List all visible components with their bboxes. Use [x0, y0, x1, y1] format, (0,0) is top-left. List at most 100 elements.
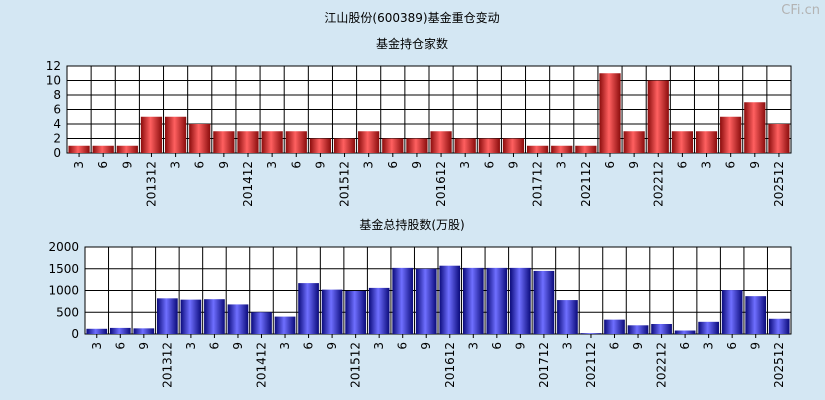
chart2-x-tick-label: 6	[490, 342, 504, 350]
chart2-x-tick-label: 9	[513, 342, 527, 350]
chart2-bar	[109, 327, 131, 334]
chart1-x-tick-label: 6	[724, 161, 738, 169]
chart2-bar	[251, 312, 272, 334]
chart1-x-tick-label: 3	[700, 161, 714, 169]
chart2-x-tick-label: 6	[207, 342, 221, 350]
chart2-x-tick-label: 3	[702, 342, 716, 350]
chart1-bar	[599, 73, 621, 153]
chart2-x-tick-label: 201412	[255, 342, 269, 388]
chart2-bar	[321, 289, 343, 334]
chart2-x-tick-label: 9	[419, 342, 433, 350]
chart1-y-tick-label: 8	[53, 88, 61, 102]
chart1-x-tick-label: 9	[748, 161, 762, 169]
chart1-bar	[575, 145, 597, 153]
chart1-x-tick-label: 6	[96, 161, 110, 169]
chart2-bar	[415, 268, 437, 334]
chart1-title: 基金持仓家数	[376, 36, 448, 51]
chart2-x-tick-label: 3	[372, 342, 386, 350]
chart1-x-tick-label: 201612	[434, 161, 448, 207]
chart2-x-tick-label: 3	[466, 342, 480, 350]
chart2-x-tick-label: 3	[560, 342, 574, 350]
chart2-x-tick-label: 202112	[584, 342, 598, 388]
chart2-x-tick-label: 201712	[537, 342, 551, 388]
chart1-bar	[647, 80, 669, 153]
chart2-bar	[721, 290, 743, 334]
chart2-bar	[133, 328, 155, 334]
chart2: 0 500 1000 1500 2000 3 6 9 201312 3 6 9 201412 3 6 9 201…	[48, 240, 792, 388]
chart1-x-tick-label: 6	[386, 161, 400, 169]
chart2-bar	[345, 290, 366, 334]
chart1-x-tick-label: 3	[362, 161, 376, 169]
chart1-x-tick-label: 201412	[241, 161, 255, 207]
chart2-x-tick-label: 6	[113, 342, 127, 350]
chart1-x-tick-label: 6	[193, 161, 207, 169]
chart1-bar	[406, 138, 428, 153]
chart1-x-tick-label: 9	[120, 161, 134, 169]
chart1-bar	[285, 131, 307, 153]
chart2-bar	[510, 267, 531, 334]
chart2-x-tick-label: 6	[608, 342, 622, 350]
chart2-x-tick-label: 6	[302, 342, 316, 350]
chart1-x-tick-label: 3	[265, 161, 279, 169]
chart2-x-tick-label: 202512	[772, 342, 786, 388]
chart1-y-tick-label: 2	[53, 132, 61, 146]
chart2-bar	[462, 267, 484, 334]
chart2-x-tick-label: 201312	[160, 342, 174, 388]
chart2-x-tick-label: 3	[184, 342, 198, 350]
chart1-bar	[430, 131, 452, 153]
chart1-x-tick-label: 9	[627, 161, 641, 169]
chart2-y-tick-label: 2000	[48, 240, 79, 254]
chart1-x-tick-label: 6	[603, 161, 617, 169]
watermark: CFi.cn	[781, 3, 820, 18]
chart1-bar	[68, 145, 90, 153]
chart2-bar	[274, 316, 296, 334]
chart2-y-tick-label: 1500	[48, 262, 79, 276]
chart1-bar	[454, 138, 476, 153]
chart1-bar	[478, 138, 500, 153]
chart1-bar	[768, 124, 790, 153]
chart2-x-tick-label: 6	[678, 342, 692, 350]
chart2-bar	[557, 300, 578, 334]
chart2-x-tick-label: 3	[278, 342, 292, 350]
chart2-bar	[698, 321, 719, 334]
chart1-x-tick-label: 9	[506, 161, 520, 169]
chart2-bar	[674, 330, 696, 334]
chart1-bar	[551, 145, 573, 153]
chart2-bar	[651, 323, 672, 334]
chart1-x-tick-label: 6	[289, 161, 303, 169]
chart1-bar	[744, 102, 766, 153]
chart1-bar	[164, 116, 187, 153]
chart1-x-tick-label: 201712	[531, 161, 545, 207]
chart1-bar	[695, 131, 718, 153]
chart1-bar	[333, 138, 356, 153]
chart1-x-tick-label: 3	[169, 161, 183, 169]
chart1-bar	[92, 145, 114, 153]
chart1-bar	[358, 131, 380, 153]
chart1-x-tick-label: 202212	[651, 161, 665, 207]
chart2-bar	[768, 318, 790, 334]
chart1-bar	[261, 131, 283, 153]
chart1-bar	[309, 138, 332, 153]
chart2-title: 基金总持股数(万股)	[359, 217, 464, 232]
chart2-bar	[157, 298, 178, 334]
chart1-bar	[671, 131, 694, 153]
chart2-bar	[392, 267, 414, 334]
chart1-bar	[213, 131, 235, 153]
chart1-y-tick-label: 12	[46, 59, 61, 73]
chart1-y-tick-label: 4	[53, 117, 61, 131]
chart1-x-tick-label: 202512	[772, 161, 786, 207]
chart1-bar	[502, 138, 525, 153]
chart1-x-tick-label: 6	[675, 161, 689, 169]
chart2-x-tick-label: 202212	[655, 342, 669, 388]
chart1-x-tick-label: 3	[72, 161, 86, 169]
chart2-x-tick-label: 9	[231, 342, 245, 350]
chart2-bar	[580, 333, 602, 334]
chart1-x-tick-label: 3	[458, 161, 472, 169]
chart2-x-tick-label: 9	[631, 342, 645, 350]
chart1-x-tick-label: 9	[313, 161, 327, 169]
chart2-x-tick-label: 201512	[349, 342, 363, 388]
chart2-x-tick-label: 3	[90, 342, 104, 350]
chart2-x-tick-label: 6	[396, 342, 410, 350]
